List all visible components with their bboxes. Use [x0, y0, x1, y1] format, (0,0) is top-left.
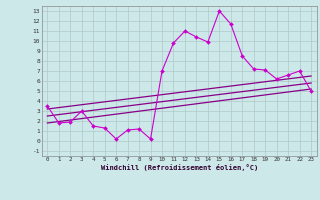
X-axis label: Windchill (Refroidissement éolien,°C): Windchill (Refroidissement éolien,°C) — [100, 164, 258, 171]
